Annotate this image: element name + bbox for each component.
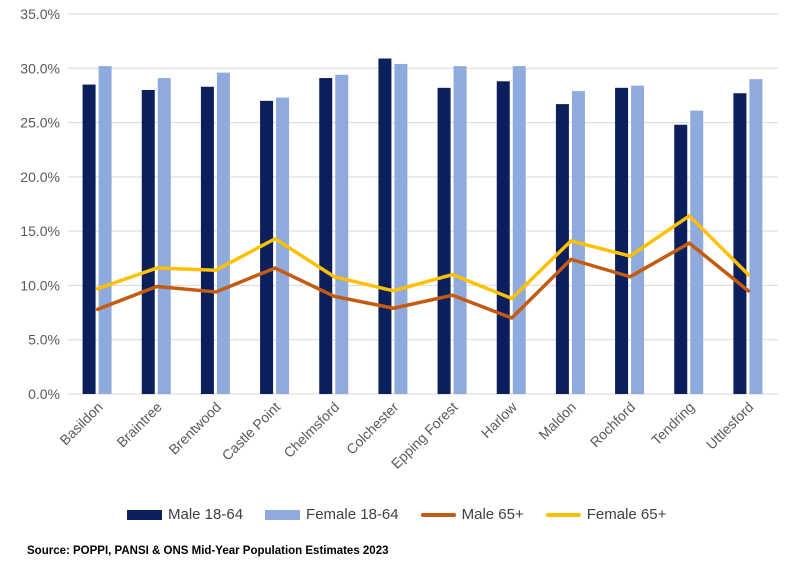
- bar-female-18-64-rochford: [631, 85, 645, 395]
- legend: Male 18-64 Female 18-64 Male 65+ Female …: [127, 506, 688, 523]
- line-female-65-: [95, 214, 751, 301]
- legend-swatch: [127, 509, 162, 520]
- y-axis: 0.0% 5.0% 10.0% 15.0% 20.0% 25.0% 30.0% 35.0%: [20, 6, 60, 402]
- legend-swatch: [420, 512, 456, 517]
- bar-female-18-64-basildon: [98, 66, 112, 394]
- x-tick-label: Basildon: [56, 399, 105, 448]
- legend-item-male-18-64: Male 18-64: [127, 506, 243, 523]
- y-tick-label: 5.0%: [28, 332, 60, 348]
- bar-female-18-64-braintree: [157, 78, 171, 395]
- bar-male-18-64-rochford: [615, 87, 629, 394]
- x-tick-label: Castle Point: [219, 399, 284, 464]
- bar-male-18-64-brentwood: [200, 86, 214, 394]
- y-tick-label: 0.0%: [28, 386, 60, 402]
- bar-male-18-64-epping-forest: [437, 87, 451, 394]
- bar-female-18-64-castle-point: [276, 97, 290, 394]
- chart: 0.0% 5.0% 10.0% 15.0% 20.0% 25.0% 30.0% 35.0% B…: [20, 6, 778, 472]
- legend-label: Female 65+: [586, 506, 667, 523]
- x-tick-label: Chelmsford: [280, 399, 342, 461]
- bar-female-18-64-harlow: [512, 66, 526, 394]
- bar-male-18-64-braintree: [141, 90, 155, 394]
- bar-male-18-64-uttlesford: [733, 93, 747, 394]
- legend-label: Female 18-64: [306, 506, 399, 523]
- lines: [95, 214, 751, 320]
- bar-female-18-64-chelmsford: [335, 74, 349, 395]
- legend-swatch: [545, 512, 581, 517]
- source-note: Source: POPPI, PANSI & ONS Mid-Year Popu…: [27, 545, 389, 557]
- bar-male-18-64-tendring: [674, 124, 688, 394]
- bar-male-18-64-basildon: [82, 84, 96, 395]
- y-tick-label: 35.0%: [20, 6, 60, 22]
- y-tick-label: 20.0%: [20, 169, 60, 185]
- x-tick-label: Uttlesford: [703, 399, 757, 453]
- x-tick-label: Maldon: [535, 399, 579, 443]
- bar-female-18-64-colchester: [394, 63, 408, 394]
- bar-female-18-64-uttlesford: [749, 79, 763, 395]
- legend-item-male-65-plus: Male 65+: [420, 506, 524, 523]
- legend-label: Male 18-64: [168, 506, 244, 523]
- x-tick-label: Rochford: [587, 399, 638, 450]
- bar-male-18-64-chelmsford: [319, 78, 333, 395]
- bar-female-18-64-brentwood: [216, 72, 230, 394]
- y-tick-label: 30.0%: [20, 60, 60, 76]
- y-tick-label: 15.0%: [20, 223, 60, 239]
- x-tick-label: Brentwood: [165, 399, 224, 458]
- line-male-65-: [95, 241, 751, 320]
- bar-female-18-64-tendring: [690, 110, 704, 394]
- gridlines: [68, 13, 778, 395]
- legend-label: Male 65+: [461, 506, 524, 523]
- y-tick-label: 10.0%: [20, 277, 60, 293]
- bar-male-18-64-harlow: [496, 81, 510, 395]
- legend-item-female-65-plus: Female 65+: [545, 506, 667, 523]
- bar-male-18-64-colchester: [378, 58, 392, 395]
- bar-female-18-64-epping-forest: [453, 66, 467, 394]
- y-tick-label: 25.0%: [20, 115, 60, 131]
- bar-male-18-64-castle-point: [260, 100, 274, 394]
- x-tick-label: Harlow: [478, 398, 521, 441]
- x-tick-label: Tendring: [648, 399, 697, 448]
- x-tick-label: Braintree: [113, 399, 165, 451]
- bars: [82, 58, 763, 395]
- x-tick-label: Colchester: [343, 399, 402, 458]
- legend-item-female-18-64: Female 18-64: [265, 506, 399, 523]
- legend-swatch: [265, 509, 301, 520]
